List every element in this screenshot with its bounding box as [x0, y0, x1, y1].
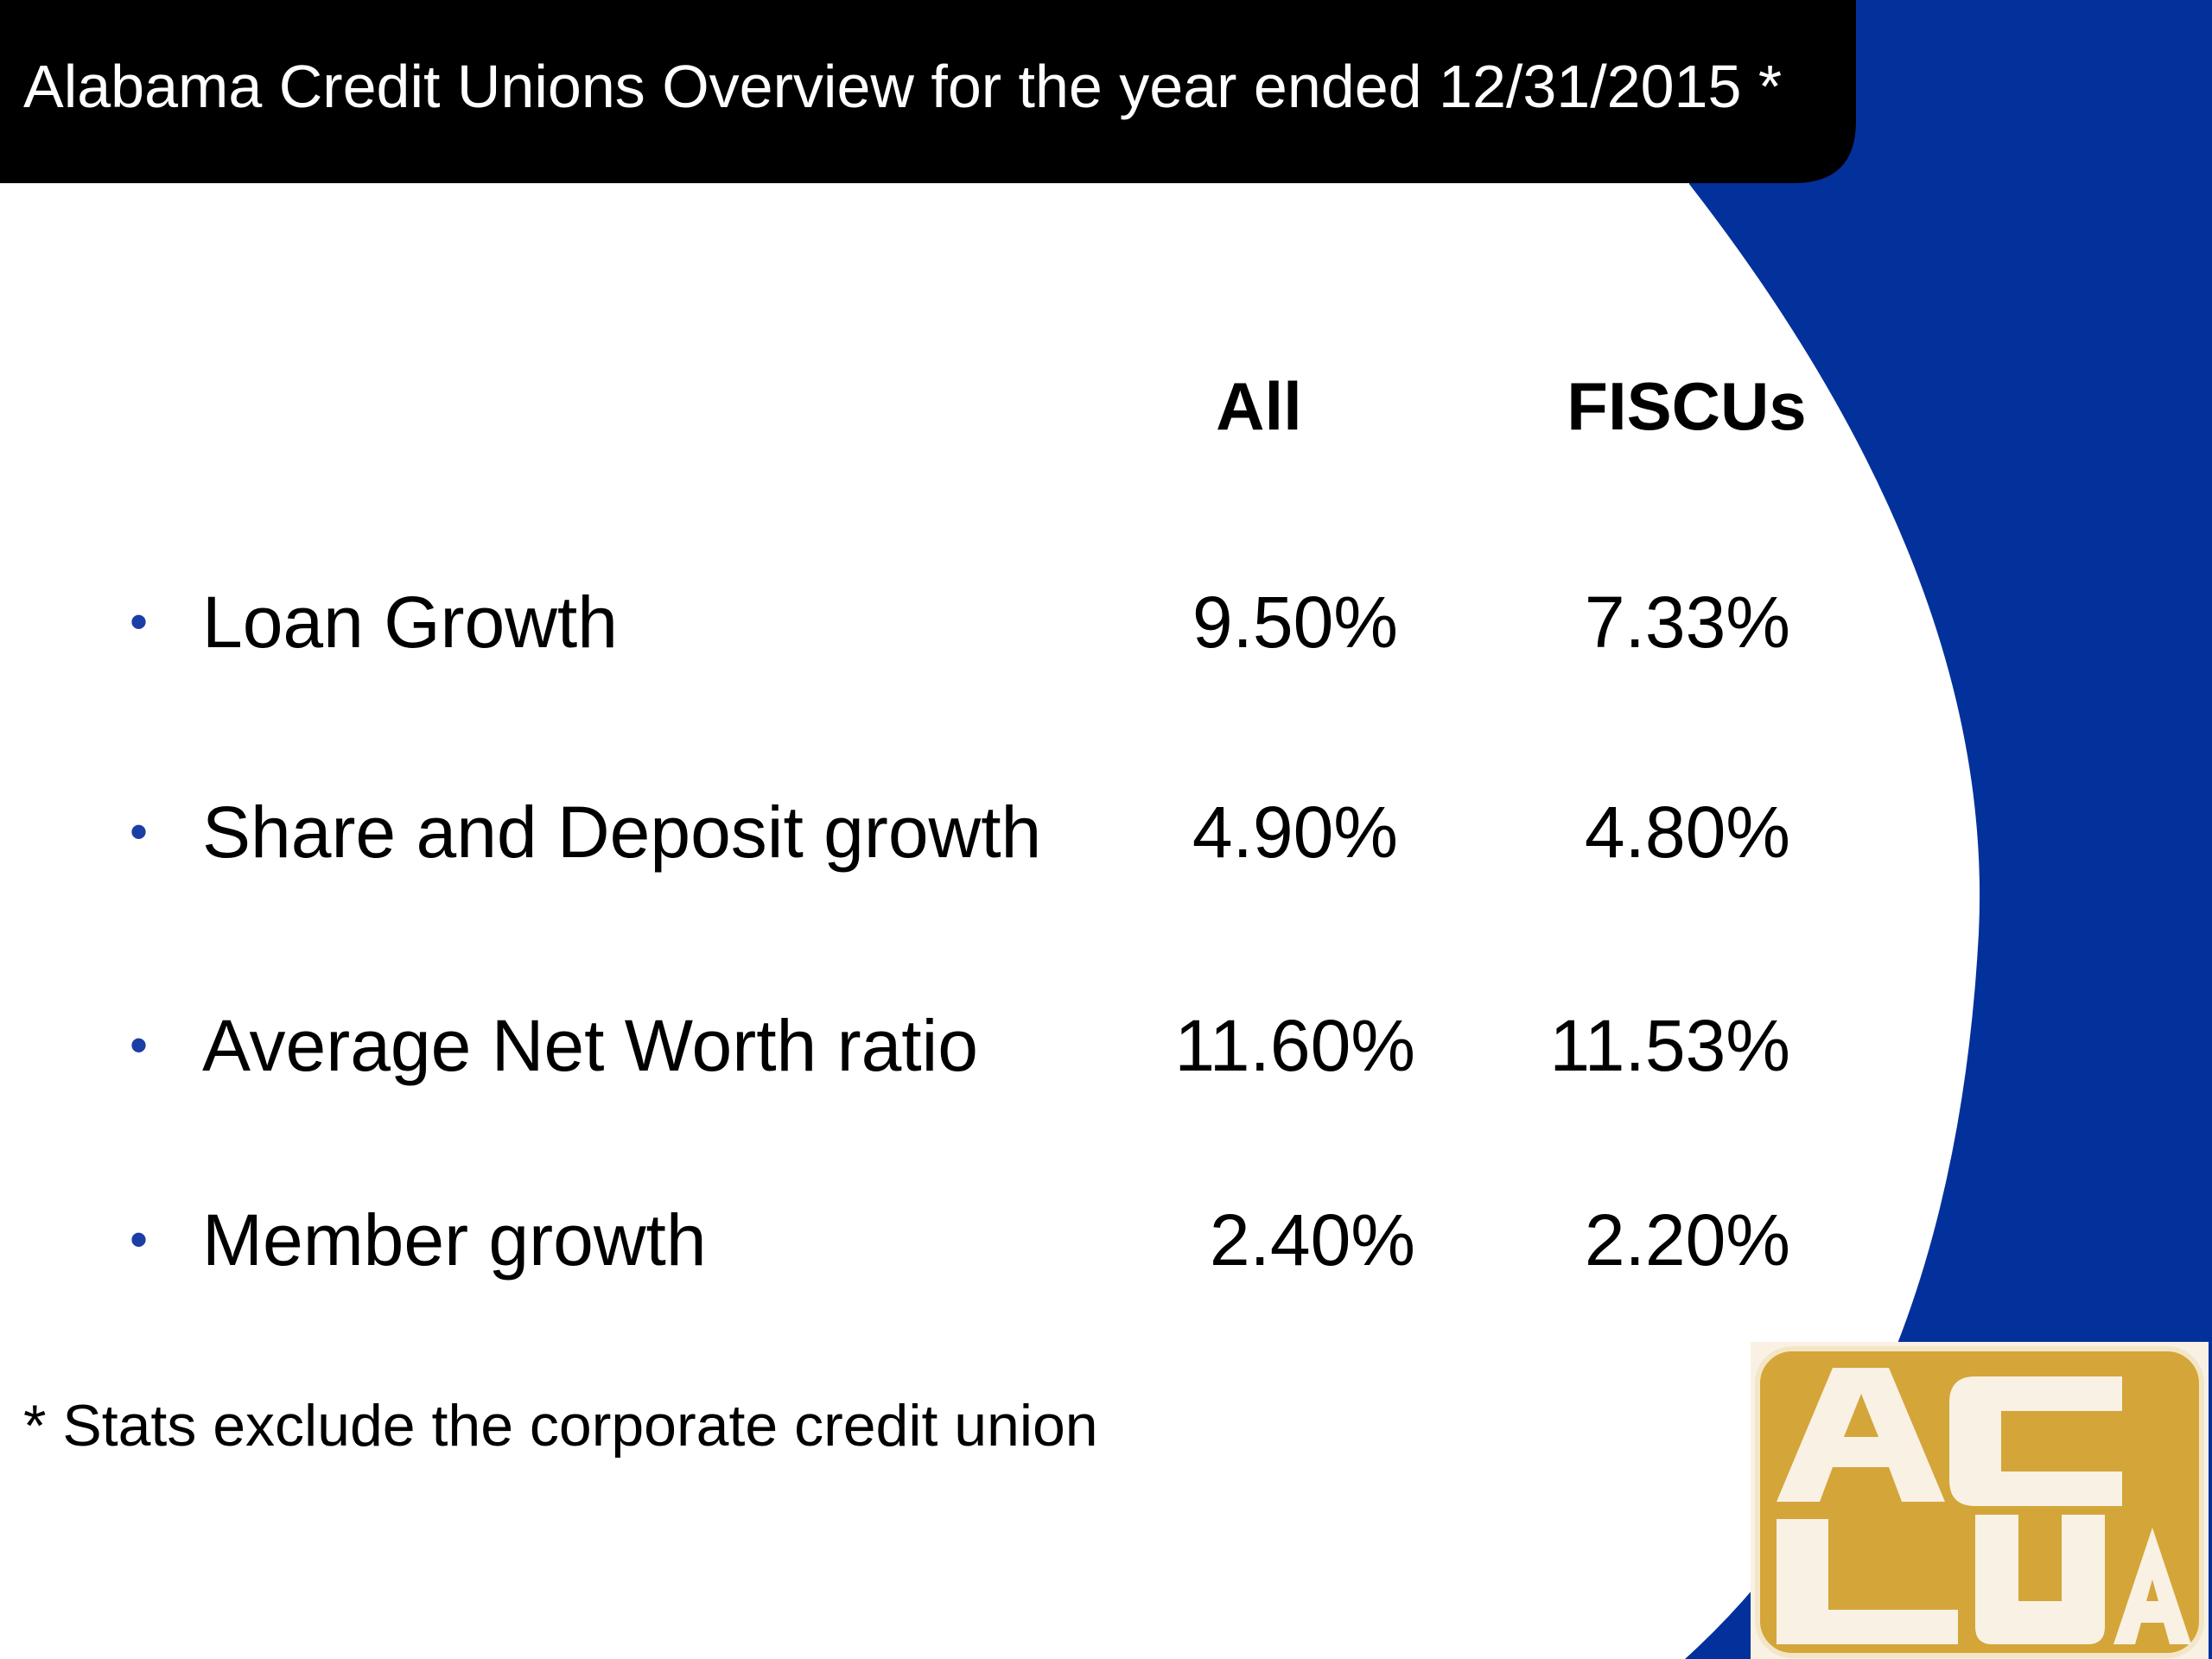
- value-fiscus: 4.80%: [1584, 791, 1790, 873]
- header-bar: [0, 0, 1856, 183]
- bullet-icon: •: [130, 593, 149, 651]
- value-all: 9.50%: [1192, 582, 1398, 663]
- row-label: Share and Deposit growth: [202, 791, 1042, 873]
- acua-logo-icon: [1751, 1342, 2209, 1659]
- bullet-icon: •: [130, 1016, 149, 1074]
- value-all: 2.40%: [1209, 1199, 1415, 1281]
- list-item-share-deposit-growth: • Share and Deposit growth 4.90% 4.80%: [0, 785, 1901, 880]
- column-header-fiscus: FISCUs: [1567, 368, 1807, 444]
- list-item-average-net-worth: • Average Net Worth ratio 11.60% 11.53%: [0, 998, 1901, 1093]
- blue-arc-shape: [1685, 0, 2212, 1659]
- bullet-icon: •: [130, 1211, 149, 1268]
- value-all: 4.90%: [1192, 791, 1398, 873]
- footnote: * Stats exclude the corporate credit uni…: [23, 1393, 1098, 1459]
- row-label: Member growth: [202, 1199, 707, 1281]
- value-fiscus: 7.33%: [1584, 582, 1790, 663]
- row-label: Average Net Worth ratio: [202, 1005, 978, 1086]
- list-item-loan-growth: • Loan Growth 9.50% 7.33%: [0, 575, 1901, 670]
- list-item-member-growth: • Member growth 2.40% 2.20%: [0, 1192, 1901, 1287]
- value-fiscus: 2.20%: [1584, 1199, 1790, 1281]
- column-header-all: All: [1216, 368, 1302, 444]
- value-all: 11.60%: [1174, 1005, 1415, 1086]
- bullet-icon: •: [130, 803, 149, 861]
- page-title: Alabama Credit Unions Overview for the y…: [23, 53, 1783, 120]
- row-label: Loan Growth: [202, 582, 618, 663]
- value-fiscus: 11.53%: [1549, 1005, 1790, 1086]
